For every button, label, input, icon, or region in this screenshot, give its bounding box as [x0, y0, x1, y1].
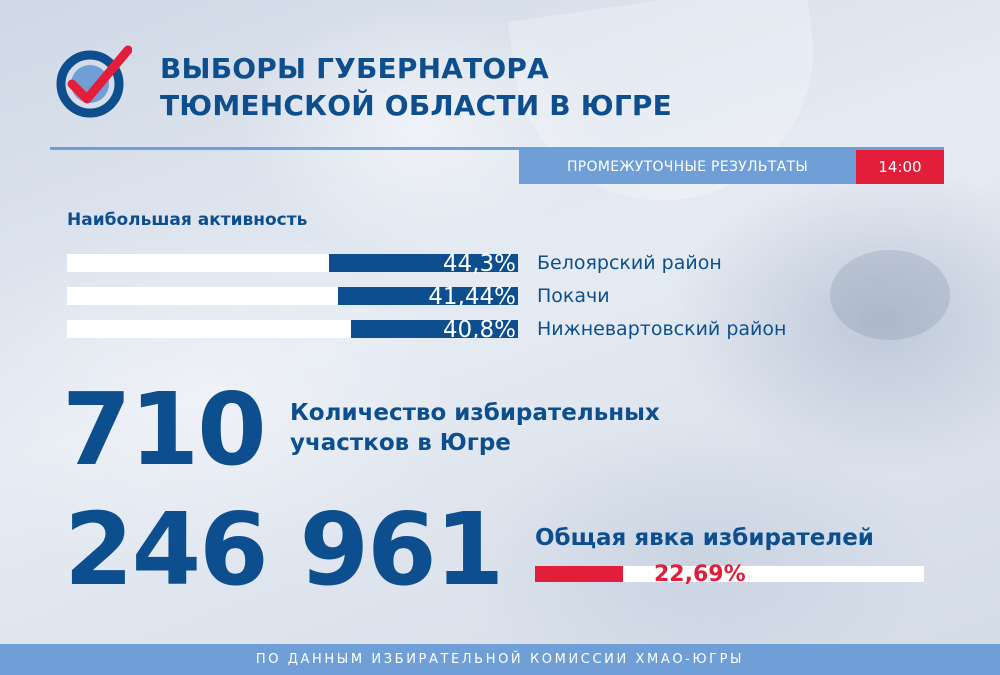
title-line-1: ВЫБОРЫ ГУБЕРНАТОРА	[160, 52, 549, 85]
footer-text: ПО ДАННЫМ ИЗБИРАТЕЛЬНОЙ КОМИССИИ ХМАО-ЮГ…	[255, 652, 745, 667]
activity-label: Белоярский район	[537, 252, 722, 274]
time-text: 14:00	[878, 158, 922, 176]
activity-bar-fill	[351, 320, 518, 338]
activity-label: Покачи	[537, 285, 610, 307]
stations-count: 710	[62, 371, 267, 488]
subtitle-text: ПРОМЕЖУТОЧНЫЕ РЕЗУЛЬТАТЫ	[566, 159, 809, 175]
stations-label-line-1: Количество избирательных	[290, 400, 660, 426]
turnout-bar-track	[535, 566, 924, 582]
stations-label-line-2: участков в Югре	[290, 430, 511, 456]
activity-row: 41,44% Покачи	[67, 283, 867, 310]
activity-row: 40,8% Нижневартовский район	[67, 316, 867, 343]
header-divider	[50, 147, 944, 150]
activity-value: 44,3%	[442, 251, 516, 277]
time-badge: 14:00	[856, 150, 944, 184]
background-shade	[830, 250, 950, 340]
ballot-checkmark-icon	[56, 45, 132, 118]
turnout-label: Общая явка избирателей	[535, 525, 874, 551]
stations-label: Количество избирательных участков в Югре	[290, 398, 660, 458]
subtitle-badge: ПРОМЕЖУТОЧНЫЕ РЕЗУЛЬТАТЫ	[519, 150, 856, 184]
turnout-percent: 22,69%	[654, 562, 746, 587]
turnout-count: 246 961	[64, 491, 504, 608]
activity-bar-fill	[338, 287, 518, 305]
activity-row: 44,3% Белоярский район	[67, 250, 867, 277]
title-line-2: ТЮМЕНСКОЙ ОБЛАСТИ В ЮГРЕ	[160, 89, 672, 122]
turnout-bar-fill	[535, 566, 623, 582]
activity-label: Нижневартовский район	[537, 318, 787, 340]
page-title: ВЫБОРЫ ГУБЕРНАТОРА ТЮМЕНСКОЙ ОБЛАСТИ В Ю…	[160, 50, 672, 124]
activity-value: 41,44%	[428, 284, 516, 310]
activity-value: 40,8%	[442, 317, 516, 343]
footer-source: ПО ДАННЫМ ИЗБИРАТЕЛЬНОЙ КОМИССИИ ХМАО-ЮГ…	[0, 644, 1000, 675]
activity-bar-fill	[329, 254, 518, 272]
activity-title: Наибольшая активность	[67, 210, 308, 230]
